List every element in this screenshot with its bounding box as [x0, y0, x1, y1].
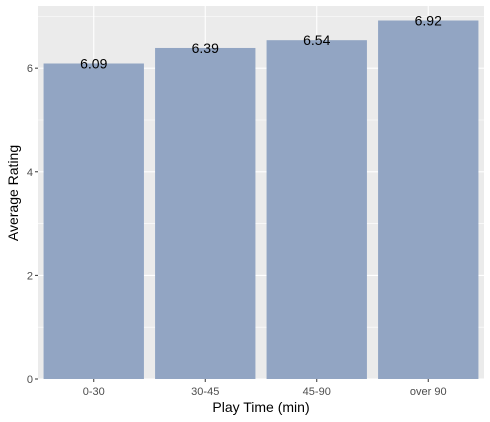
bar-45-90 — [266, 40, 367, 380]
data-label: 6.09 — [80, 56, 107, 72]
x-tick-label: 0-30 — [83, 386, 105, 398]
data-label: 6.92 — [415, 13, 442, 29]
y-tick-label: 4 — [27, 167, 33, 179]
x-tick-label: over 90 — [410, 386, 447, 398]
data-label: 6.54 — [303, 32, 330, 48]
x-tick-label: 45-90 — [303, 386, 331, 398]
bar-0-30 — [43, 63, 144, 380]
y-tick-label: 6 — [27, 63, 33, 75]
data-labels: 6.09 6.39 6.54 6.92 — [80, 13, 442, 72]
bar-over-90 — [378, 20, 479, 380]
x-tick-label: 30-45 — [191, 386, 219, 398]
y-tick-label: 2 — [27, 270, 33, 282]
y-axis-title: Average Rating — [5, 145, 21, 241]
data-label: 6.39 — [192, 40, 219, 56]
x-axis: 0-30 30-45 45-90 over 90 — [83, 379, 447, 398]
y-tick-label: 0 — [27, 374, 33, 386]
y-axis: 0 2 4 6 — [27, 63, 38, 386]
bars — [43, 20, 479, 380]
x-axis-title: Play Time (min) — [212, 399, 309, 415]
bar-30-45 — [155, 47, 256, 380]
